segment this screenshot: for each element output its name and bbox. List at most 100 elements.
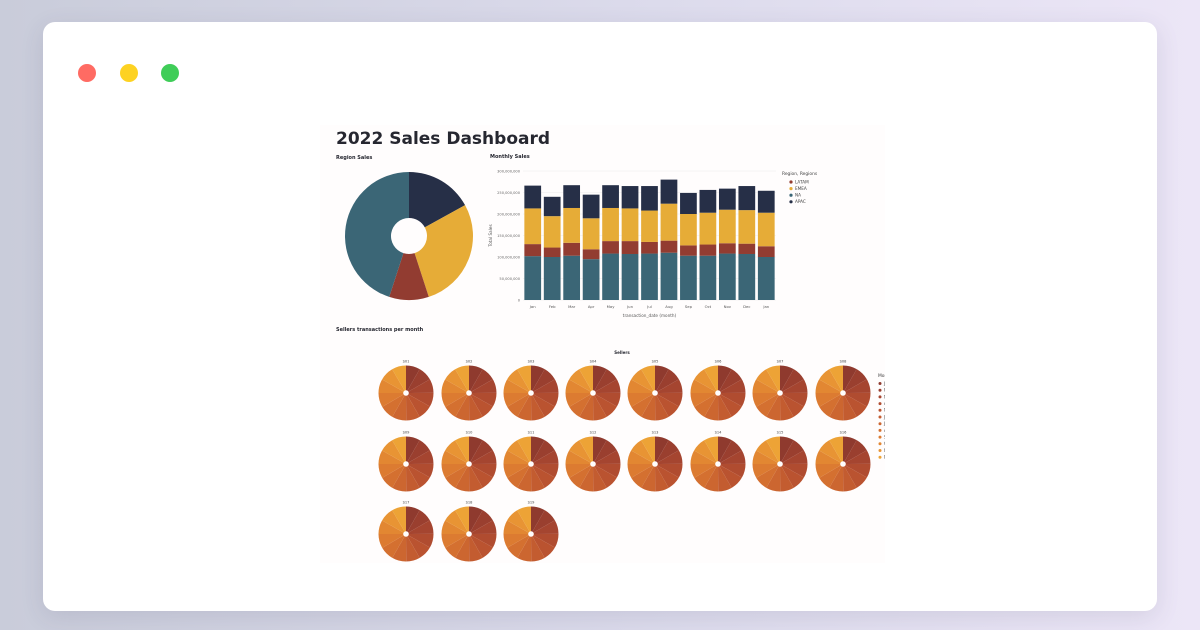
facet-s05-slice-aug bbox=[631, 394, 654, 417]
legend-swatch-emea bbox=[789, 187, 793, 191]
facet-label-s05: S05 bbox=[652, 360, 659, 364]
bar-na-apr bbox=[582, 259, 600, 300]
facet-s18-slice-feb bbox=[470, 510, 493, 533]
facet-s13-slice-may bbox=[656, 465, 679, 488]
facet-label-s13: S13 bbox=[652, 431, 659, 435]
facet-s04-slice-sep bbox=[565, 393, 591, 407]
facet-s14-slice-oct bbox=[690, 450, 716, 464]
maximize-window-button[interactable] bbox=[161, 64, 179, 82]
facet-s11-slice-mar bbox=[533, 450, 559, 464]
facet-s04-slice-aug bbox=[569, 394, 592, 417]
facet-s12-slice-feb bbox=[594, 440, 617, 463]
facet-s19-slice-jan bbox=[531, 506, 545, 532]
monthly-sales-title: Monthly Sales bbox=[490, 154, 530, 160]
bar-na-mar bbox=[563, 255, 581, 300]
x-tick-label: Feb bbox=[549, 304, 556, 309]
facet-s10-slice-nov bbox=[445, 440, 468, 463]
bar-latam-feb bbox=[543, 247, 561, 257]
facet-s07-slice-apr bbox=[782, 392, 808, 407]
facet-s07-slice-oct bbox=[752, 379, 778, 393]
bar-emea-jan bbox=[524, 208, 542, 245]
month-legend-swatch-oct bbox=[878, 442, 882, 446]
facet-s04-slice-nov bbox=[569, 369, 592, 392]
facet-s14-slice-jan bbox=[718, 436, 732, 462]
facet-s02-slice-aug bbox=[445, 394, 468, 417]
month-legend-swatch-may bbox=[878, 408, 882, 412]
bar-apac-aug bbox=[660, 179, 678, 204]
facet-s02-slice-jun bbox=[469, 395, 483, 421]
close-window-button[interactable] bbox=[78, 64, 96, 82]
facet-s05-slice-jul bbox=[641, 395, 656, 421]
legend-swatch-latam bbox=[789, 180, 793, 184]
facet-s12-slice-dec bbox=[579, 436, 593, 462]
facet-s19-slice-mar bbox=[533, 520, 559, 534]
facet-label-s18: S18 bbox=[466, 501, 474, 505]
minimize-window-button[interactable] bbox=[120, 64, 138, 82]
facet-s08-slice-jan bbox=[843, 365, 857, 391]
facet-s04-slice-mar bbox=[595, 379, 621, 393]
facet-label-s14: S14 bbox=[715, 431, 723, 435]
facet-label-s19: S19 bbox=[528, 501, 536, 505]
facet-s14-slice-mar bbox=[720, 450, 746, 464]
facet-s17-slice-feb bbox=[407, 510, 430, 533]
facet-s15-slice-jan bbox=[780, 436, 794, 462]
facet-label-s15: S15 bbox=[777, 431, 784, 435]
facet-s09-slice-jul bbox=[392, 466, 407, 492]
facet-s18-slice-nov bbox=[445, 510, 468, 533]
facet-s17-slice-jun bbox=[406, 536, 420, 562]
facet-s17-slice-apr bbox=[408, 533, 434, 548]
sellers-chart: Sellers S01 S02 S03 S04 S05 S06 S07 S08 S09 S10 S11… bbox=[378, 350, 885, 562]
facet-s09-slice-feb bbox=[407, 440, 430, 463]
bar-latam-apr bbox=[582, 249, 600, 260]
facet-s11-slice-aug bbox=[507, 465, 530, 488]
bar-na-jan bbox=[757, 257, 775, 300]
facet-s10-slice-apr bbox=[471, 463, 497, 478]
facet-s14-slice-nov bbox=[694, 440, 717, 463]
facet-label-s06: S06 bbox=[715, 360, 723, 364]
facet-s14-slice-may bbox=[719, 465, 742, 488]
facet-s01-slice-jan bbox=[406, 365, 420, 391]
facet-s17-slice-jul bbox=[392, 536, 407, 562]
bar-apac-jul bbox=[641, 186, 658, 211]
facet-s16-slice-may bbox=[844, 465, 867, 488]
facet-s16-slice-aug bbox=[819, 465, 842, 488]
bar-apac-sep bbox=[680, 192, 697, 214]
y-tick-label: 100,000,000 bbox=[497, 255, 521, 259]
facet-s15-slice-jun bbox=[780, 466, 794, 492]
facet-s07-slice-jan bbox=[780, 365, 794, 391]
facet-s03-slice-jan bbox=[531, 365, 545, 391]
facet-s05-slice-may bbox=[656, 394, 679, 417]
facet-s19-slice-sep bbox=[503, 534, 529, 548]
facet-s15-slice-aug bbox=[756, 465, 779, 488]
facet-s12-slice-apr bbox=[595, 463, 621, 478]
facet-s07-slice-mar bbox=[782, 379, 808, 393]
legend-label-na: NA bbox=[795, 193, 801, 198]
facet-s10-slice-mar bbox=[471, 450, 497, 464]
facet-s11-slice-jan bbox=[531, 436, 545, 462]
facet-s19-slice-apr bbox=[533, 533, 559, 548]
facet-s14-slice-feb bbox=[719, 440, 742, 463]
facet-s02-slice-mar bbox=[471, 379, 497, 393]
legend-title: Region, Regions bbox=[782, 171, 818, 177]
facet-s02-slice-dec bbox=[455, 365, 469, 391]
facet-s04-slice-jan bbox=[593, 365, 607, 391]
facet-s16-slice-mar bbox=[845, 450, 871, 464]
x-tick-label: Jan bbox=[762, 304, 769, 309]
bar-emea-oct bbox=[699, 212, 717, 245]
facet-s13-slice-dec bbox=[641, 436, 655, 462]
facet-s01-slice-oct bbox=[378, 379, 404, 393]
facet-s18-slice-mar bbox=[471, 520, 497, 534]
facet-s01-slice-dec bbox=[392, 365, 406, 391]
bar-latam-jan bbox=[524, 244, 542, 257]
x-tick-label: Sep bbox=[685, 304, 693, 309]
bar-latam-nov bbox=[718, 243, 736, 254]
bar-apac-nov bbox=[718, 188, 736, 210]
month-legend-label-oct: Oct bbox=[884, 441, 885, 446]
facet-label-s09: S09 bbox=[403, 431, 411, 435]
facet-s16-slice-jan bbox=[843, 436, 857, 462]
facet-s09-slice-apr bbox=[408, 463, 434, 478]
facet-s08-slice-jul bbox=[829, 395, 844, 421]
month-legend-title: Month bbox=[878, 373, 885, 379]
facet-s07-slice-jul bbox=[766, 395, 781, 421]
facet-s09-slice-may bbox=[407, 465, 430, 488]
